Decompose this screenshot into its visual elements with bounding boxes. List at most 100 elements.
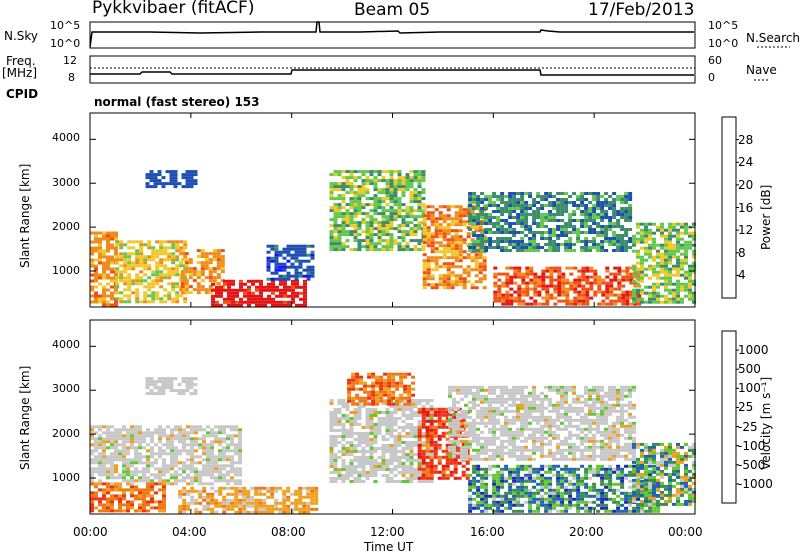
power-cell <box>341 245 346 249</box>
power-cell <box>616 240 621 243</box>
power-cell <box>512 210 517 213</box>
power-cell <box>405 182 410 186</box>
velocity-cell <box>441 422 446 426</box>
velocity-cell <box>202 489 207 493</box>
power-cell <box>278 268 283 272</box>
velocity-cell <box>158 425 162 429</box>
velocity-cell <box>353 438 358 441</box>
velocity-cell <box>202 486 207 490</box>
velocity-cell <box>118 497 122 501</box>
velocity-colorbar-tick-label: -25 <box>738 419 758 434</box>
power-cell <box>509 299 514 303</box>
power-cell <box>557 299 562 303</box>
power-cell <box>216 258 221 262</box>
velocity-cell <box>500 439 504 443</box>
velocity-cell <box>298 492 303 496</box>
velocity-cell <box>194 507 199 511</box>
velocity-cell <box>449 458 454 462</box>
velocity-cell <box>181 389 186 393</box>
velocity-cell <box>375 375 380 379</box>
velocity-cell <box>472 391 476 395</box>
velocity-cell <box>190 440 194 444</box>
power-cell <box>548 243 553 246</box>
velocity-cell <box>222 476 226 480</box>
velocity-cell <box>98 443 102 447</box>
velocity-cell <box>178 434 182 438</box>
power-cell <box>608 237 613 240</box>
velocity-cell <box>146 494 150 498</box>
power-cell <box>564 201 569 204</box>
velocity-cell <box>222 428 226 432</box>
velocity-cell <box>90 500 94 504</box>
power-cell <box>529 266 534 270</box>
power-cell <box>478 265 483 269</box>
power-cell <box>664 243 668 247</box>
power-cell <box>196 261 201 265</box>
power-cell <box>604 228 609 231</box>
power-cell <box>175 273 180 277</box>
power-cell <box>532 210 537 213</box>
velocity-cell <box>369 474 374 477</box>
power-cell <box>389 245 394 249</box>
power-cell <box>369 233 374 237</box>
power-cell <box>295 285 299 289</box>
velocity-cell <box>375 402 380 406</box>
velocity-cell <box>457 455 462 459</box>
velocity-cell <box>337 435 342 438</box>
power-cell <box>180 291 185 295</box>
velocity-cell <box>464 433 468 437</box>
power-cell <box>361 173 366 177</box>
power-cell <box>179 288 184 292</box>
power-cell <box>458 253 463 257</box>
velocity-cell <box>468 454 472 458</box>
velocity-cell <box>98 455 102 459</box>
velocity-cell <box>98 452 102 456</box>
velocity-cell <box>286 486 291 490</box>
velocity-cell <box>110 497 114 501</box>
power-cell <box>147 267 152 271</box>
power-cell <box>508 237 513 240</box>
power-colorbar-tick-label: 28 <box>738 132 754 147</box>
velocity-cell <box>359 387 364 391</box>
power-cell <box>668 291 672 295</box>
power-cell <box>151 270 156 274</box>
velocity-cell <box>238 467 242 471</box>
velocity-cell <box>134 494 138 498</box>
power-cell <box>672 273 676 277</box>
nsearch-label: N.Search <box>746 31 800 45</box>
velocity-cell <box>371 396 376 400</box>
power-cell <box>660 270 664 274</box>
power-cell <box>171 297 176 301</box>
velocity-cell <box>371 381 376 385</box>
velocity-cell <box>118 506 122 510</box>
power-cell <box>94 285 98 289</box>
velocity-cell <box>345 417 350 420</box>
velocity-cell <box>102 446 106 450</box>
velocity-cell <box>186 482 190 486</box>
power-cell <box>393 194 398 198</box>
power-cell <box>684 222 688 226</box>
velocity-cell <box>393 453 398 456</box>
power-cell <box>636 222 640 226</box>
velocity-cell <box>210 510 215 514</box>
power-cell <box>580 231 585 234</box>
velocity-cell <box>387 390 392 394</box>
power-cell <box>585 278 590 282</box>
power-cell <box>513 299 518 303</box>
x-tick-3: 12:00 <box>370 525 405 539</box>
velocity-cell <box>492 424 496 428</box>
power-cell <box>389 212 394 216</box>
power-cell <box>482 235 487 239</box>
velocity-cell <box>405 408 410 411</box>
velocity-cell <box>286 510 291 514</box>
power-cell <box>442 253 447 257</box>
velocity-cell <box>437 413 442 417</box>
velocity-cell <box>411 375 416 379</box>
power-cell <box>684 273 688 277</box>
power-cell <box>94 291 98 295</box>
power-cell <box>94 279 98 283</box>
power-cell <box>373 248 378 252</box>
velocity-cell <box>102 431 106 435</box>
velocity-cell <box>433 419 438 423</box>
power-cell <box>270 277 275 281</box>
